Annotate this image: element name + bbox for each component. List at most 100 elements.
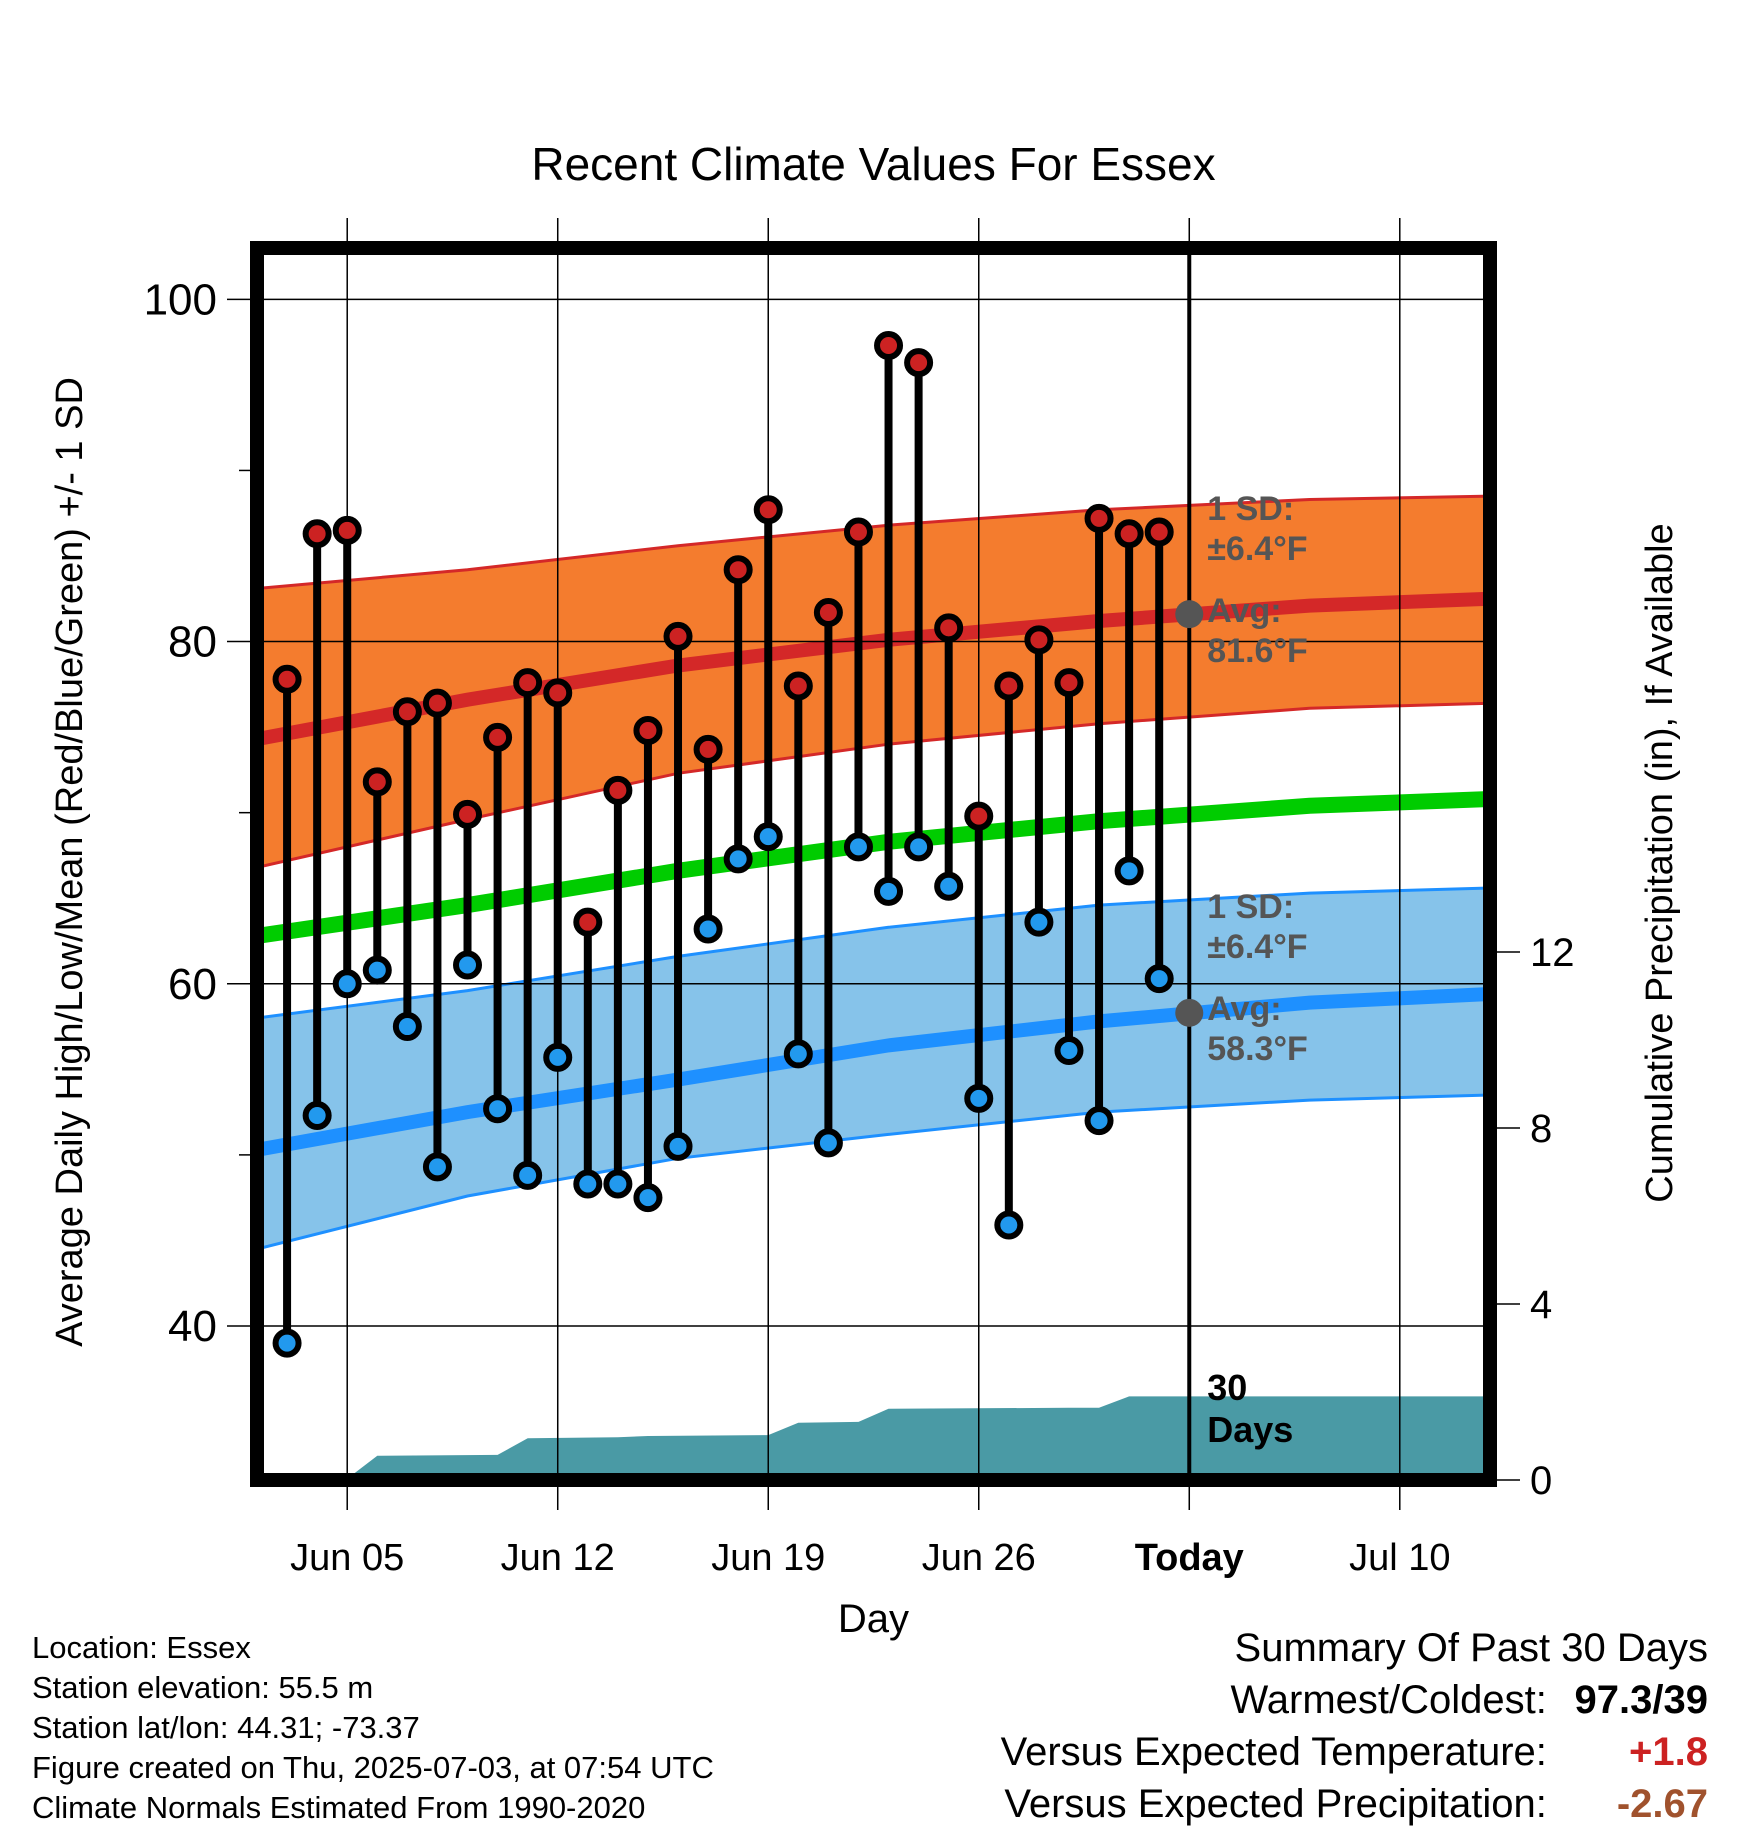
y-tick-label: 80 [168, 618, 217, 667]
daily-low-point [904, 832, 934, 862]
high-avg-value: 81.6°F [1207, 632, 1308, 670]
low-sd-band-lower-edge [257, 1093, 1490, 1251]
daily-high-point [904, 348, 934, 378]
daily-high-point [813, 597, 843, 627]
low-sd-band [257, 888, 1490, 1249]
high-sd-band [257, 496, 1490, 868]
low-sd-value: ±6.4°F [1207, 928, 1307, 966]
daily-high-point [453, 799, 483, 829]
daily-high-point [302, 519, 332, 549]
daily-low-point [483, 1094, 513, 1124]
station-info: Location: Essex Station elevation: 55.5 … [32, 1628, 714, 1828]
location-text: Location: Essex [32, 1630, 251, 1665]
high-avg-label: Avg: [1207, 592, 1281, 630]
plot-frame [250, 241, 1497, 1487]
daily-low-point [573, 1169, 603, 1199]
grid-lines [257, 248, 1490, 1480]
daily-low-point [453, 950, 483, 980]
daily-low-point [272, 1328, 302, 1358]
created-text: Figure created on Thu, 2025-07-03, at 07… [32, 1750, 714, 1785]
daily-low-point [964, 1083, 994, 1113]
y2-tick-label: 12 [1530, 931, 1575, 975]
precip-departure-label: Versus Expected Precipitation: [1004, 1782, 1547, 1826]
daily-low-point [783, 1039, 813, 1069]
daily-low-point [693, 914, 723, 944]
x-tick-label: Today [1135, 1537, 1244, 1579]
daily-low-point [1054, 1036, 1084, 1066]
warmest-coldest-value: 97.3/39 [1574, 1678, 1708, 1722]
x-tick-label: Jun 05 [290, 1537, 404, 1579]
normals-text: Climate Normals Estimated From 1990-2020 [32, 1790, 646, 1825]
precip-departure-value: -2.67 [1616, 1782, 1708, 1826]
daily-low-point [332, 969, 362, 999]
daily-high-point [603, 775, 633, 805]
chart-title: Recent Climate Values For Essex [531, 138, 1215, 190]
daily-high-point [633, 716, 663, 746]
daily-low-point [843, 832, 873, 862]
y2-axis-label: Cumulative Precipitation (in), If Availa… [1639, 523, 1681, 1202]
daily-low-point [663, 1131, 693, 1161]
x-tick-label: Jun 19 [711, 1537, 825, 1579]
window-days-number: 30 [1207, 1367, 1247, 1408]
plot-area [257, 248, 1490, 1480]
daily-high-point [362, 767, 392, 797]
y-tick-label: 100 [144, 275, 217, 324]
summary-panel: Summary Of Past 30 Days Warmest/Coldest:… [1001, 1622, 1708, 1830]
daily-high-point [513, 668, 543, 698]
daily-high-point [843, 517, 873, 547]
precip-area [257, 1396, 1490, 1480]
daily-low-point [422, 1152, 452, 1182]
elevation-text: Station elevation: 55.5 m [32, 1670, 374, 1705]
daily-high-point [874, 331, 904, 361]
daily-high-point [723, 555, 753, 585]
daily-low-point [302, 1101, 332, 1131]
warmest-coldest-label: Warmest/Coldest: [1230, 1678, 1547, 1722]
daily-low-point [1114, 856, 1144, 886]
daily-high-point [1024, 625, 1054, 655]
low-avg-label: Avg: [1207, 990, 1281, 1028]
x-tick-label: Jul 10 [1349, 1537, 1450, 1579]
daily-high-point [1084, 503, 1114, 533]
precip-departure-row: Versus Expected Precipitation: -2.67 [1001, 1778, 1708, 1830]
daily-low-point [1084, 1106, 1114, 1136]
daily-high-point [573, 907, 603, 937]
daily-low-point [723, 844, 753, 874]
daily-high-point [1144, 517, 1174, 547]
warmest-value: 97.3 [1574, 1678, 1653, 1722]
low-sd-band-upper-edge [257, 886, 1490, 1020]
high-sd-label: 1 SD: [1207, 490, 1294, 528]
daily-low-point [392, 1012, 422, 1042]
daily-low-point [813, 1128, 843, 1158]
y2-tick-label: 4 [1530, 1283, 1552, 1327]
daily-high-point [964, 801, 994, 831]
daily-high-point [934, 613, 964, 643]
summary-title: Summary Of Past 30 Days [1234, 1626, 1708, 1670]
y2-tick-label: 8 [1530, 1107, 1552, 1151]
daily-high-point [1114, 519, 1144, 549]
daily-high-point [994, 671, 1024, 701]
warmest-coldest-row: Warmest/Coldest: 97.3/39 [1001, 1674, 1709, 1726]
temp-departure-row: Versus Expected Temperature: +1.8 [1001, 1726, 1708, 1778]
x-axis-label: Day [838, 1597, 909, 1641]
x-tick-label: Jun 26 [922, 1537, 1036, 1579]
x-tick-label: Jun 12 [501, 1537, 615, 1579]
daily-low-point [753, 822, 783, 852]
daily-high-point [753, 495, 783, 525]
daily-high-point [663, 621, 693, 651]
daily-high-point [693, 734, 723, 764]
daily-high-point [1054, 668, 1084, 698]
daily-high-point [543, 678, 573, 708]
normal-low-line [257, 987, 1490, 1157]
y-tick-label: 40 [168, 1302, 217, 1351]
daily-high-point [392, 697, 422, 727]
daily-low-point [934, 871, 964, 901]
latlon-text: Station lat/lon: 44.31; -73.37 [32, 1710, 420, 1745]
window-days-label: Days [1207, 1409, 1293, 1450]
daily-low-point [1024, 907, 1054, 937]
daily-low-point [994, 1210, 1024, 1240]
daily-low-point [362, 955, 392, 985]
daily-high-point [422, 688, 452, 718]
low-sd-label: 1 SD: [1207, 888, 1294, 926]
daily-low-point [513, 1160, 543, 1190]
y-tick-label: 60 [168, 960, 217, 1009]
